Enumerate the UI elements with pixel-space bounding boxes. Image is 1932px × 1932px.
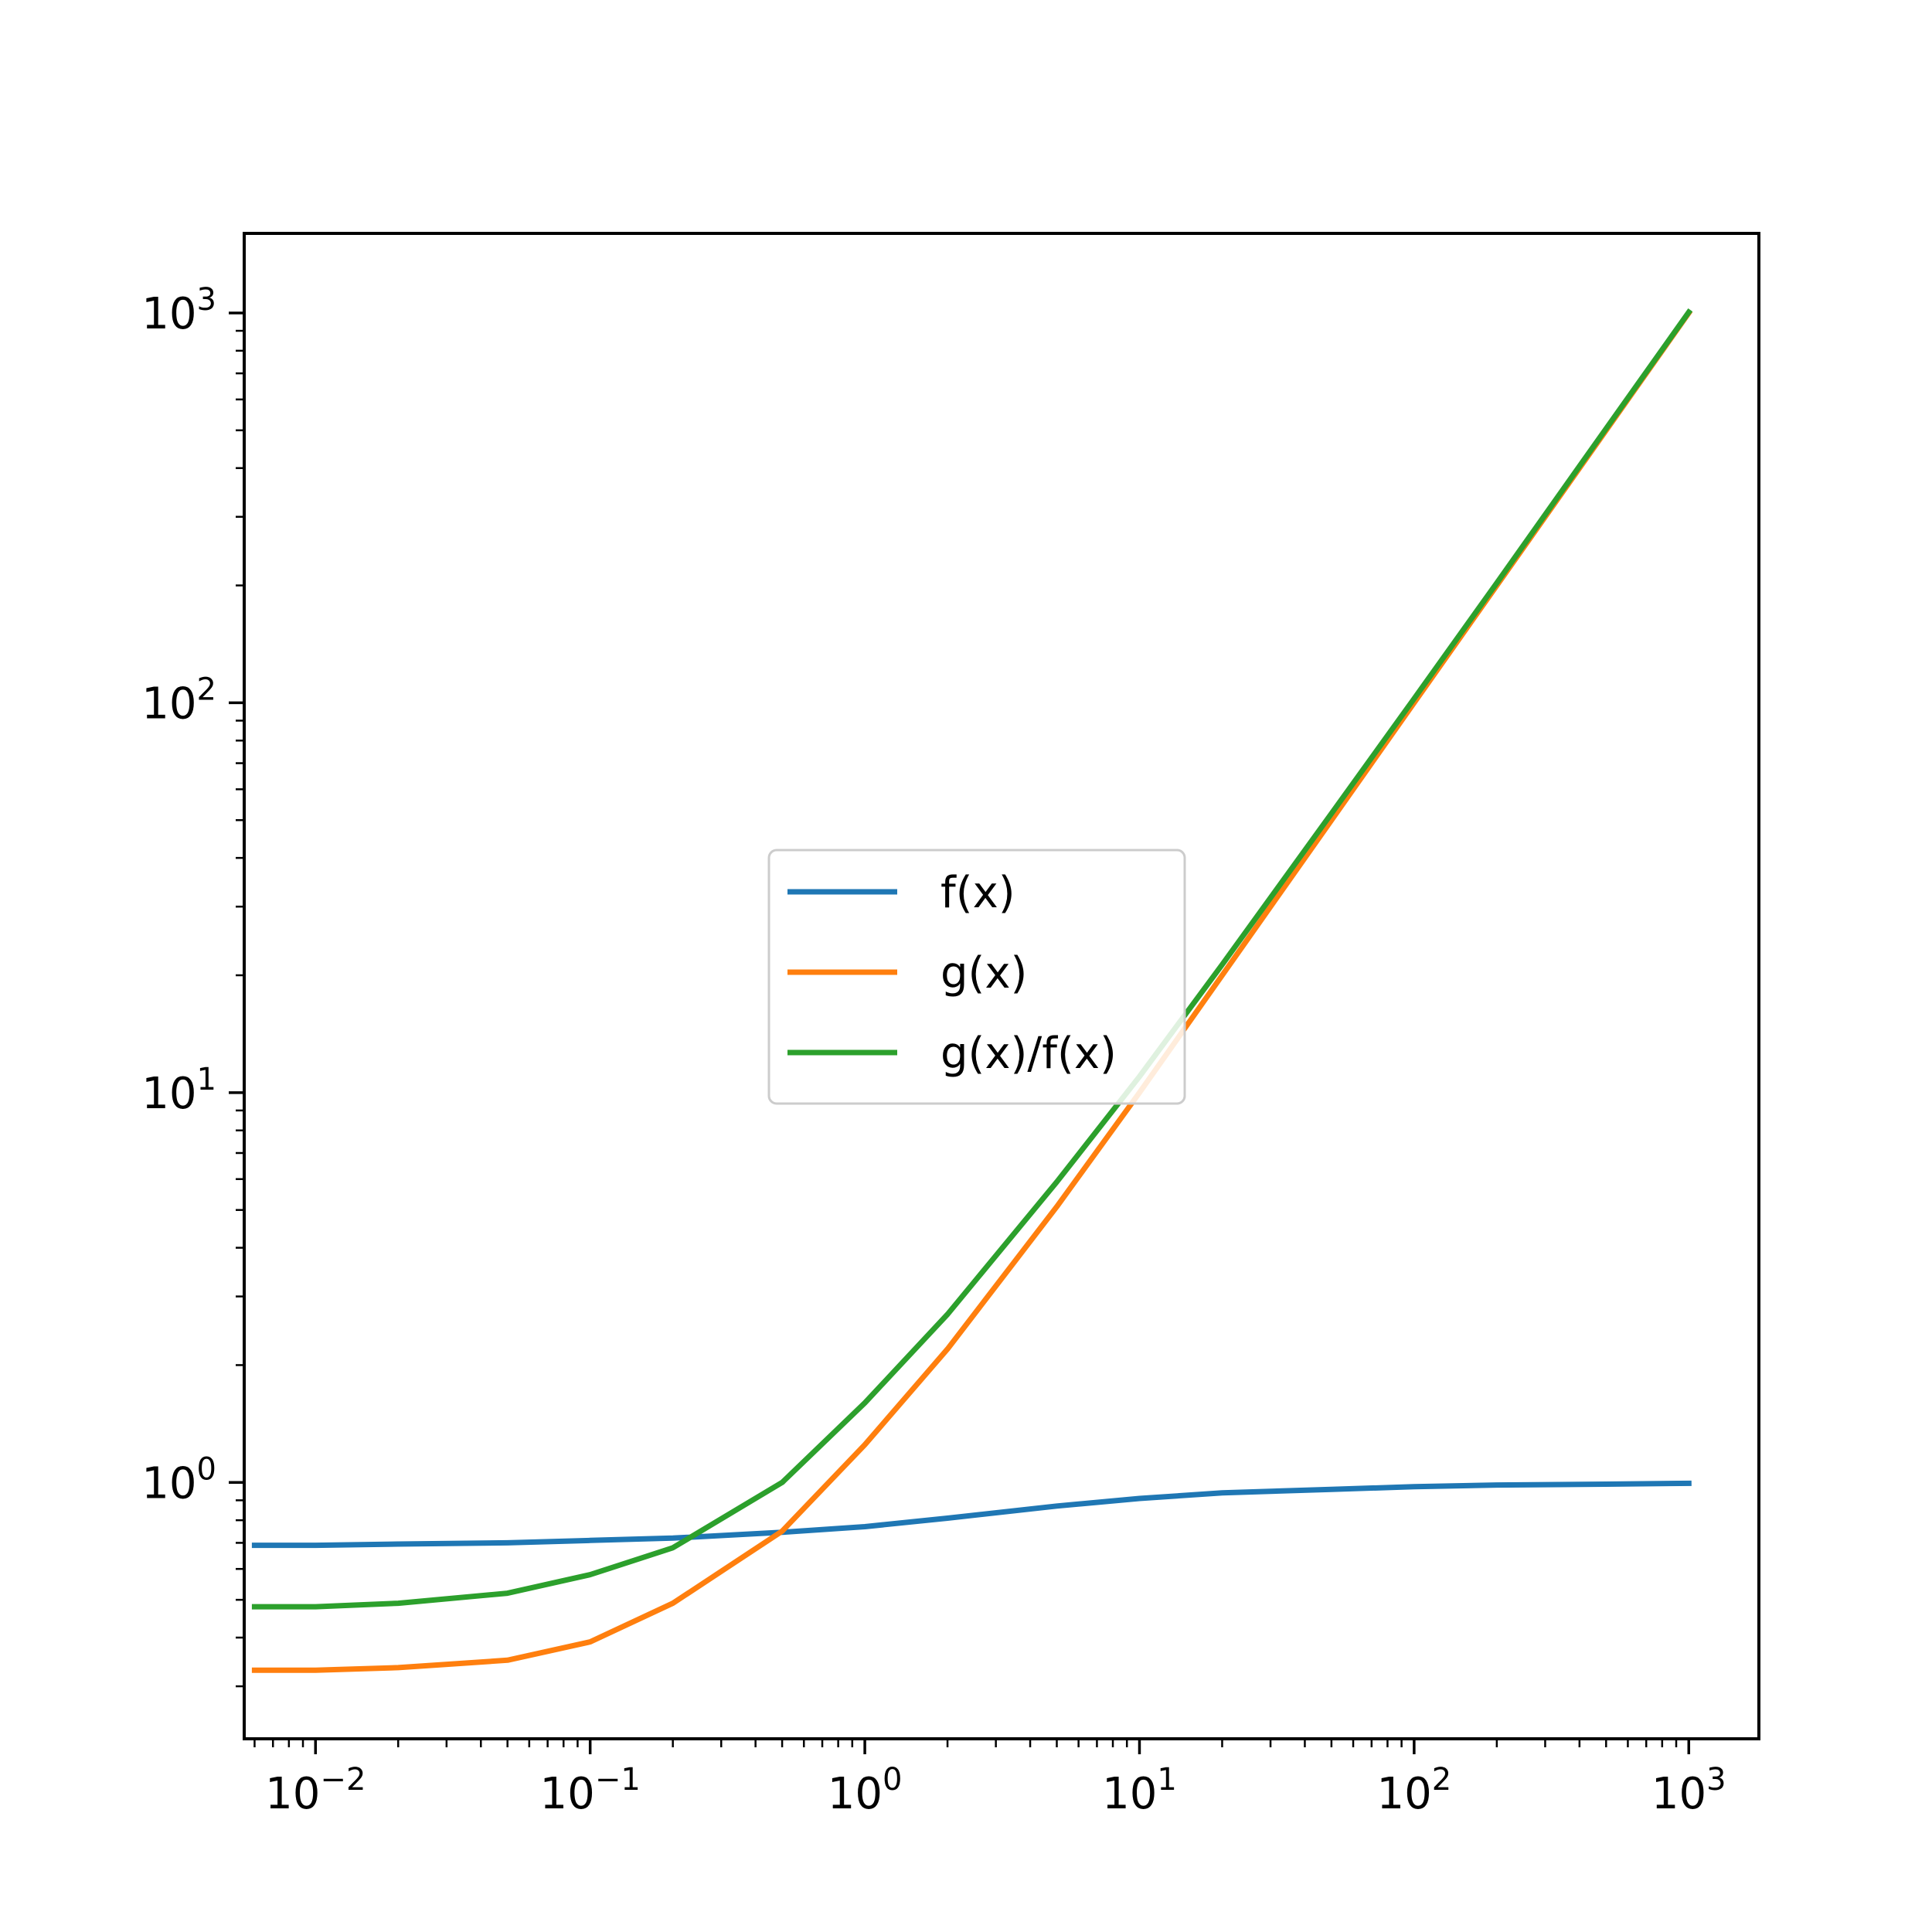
x-tick-label: 103 bbox=[1651, 1762, 1726, 1819]
plot-frame bbox=[243, 232, 1760, 1740]
y-tick-label: 100 bbox=[141, 1451, 216, 1509]
series-line-2 bbox=[251, 308, 1693, 1610]
x-tick-label: 10−2 bbox=[265, 1762, 366, 1819]
legend-label: g(x)/f(x) bbox=[940, 1029, 1117, 1079]
x-axis: 10−2 10−1 100 101 102 103 bbox=[253, 1739, 1726, 1819]
legend-label: g(x) bbox=[940, 948, 1027, 998]
series-line-0 bbox=[251, 1480, 1692, 1549]
y-axis: 100 101 102 103 bbox=[141, 282, 244, 1688]
y-tick-label: 101 bbox=[141, 1062, 216, 1119]
legend-label: f(x) bbox=[940, 868, 1015, 918]
legend: f(x) g(x) g(x)/f(x) bbox=[767, 849, 1186, 1105]
y-tick-label: 103 bbox=[141, 282, 216, 339]
x-tick-label: 101 bbox=[1102, 1762, 1177, 1819]
x-tick-label: 102 bbox=[1377, 1762, 1452, 1819]
plot-lines bbox=[251, 308, 1693, 1673]
legend-box bbox=[767, 849, 1186, 1105]
x-tick-label: 10−1 bbox=[540, 1762, 641, 1819]
y-tick-label: 102 bbox=[141, 672, 216, 729]
x-tick-label: 100 bbox=[828, 1762, 903, 1819]
